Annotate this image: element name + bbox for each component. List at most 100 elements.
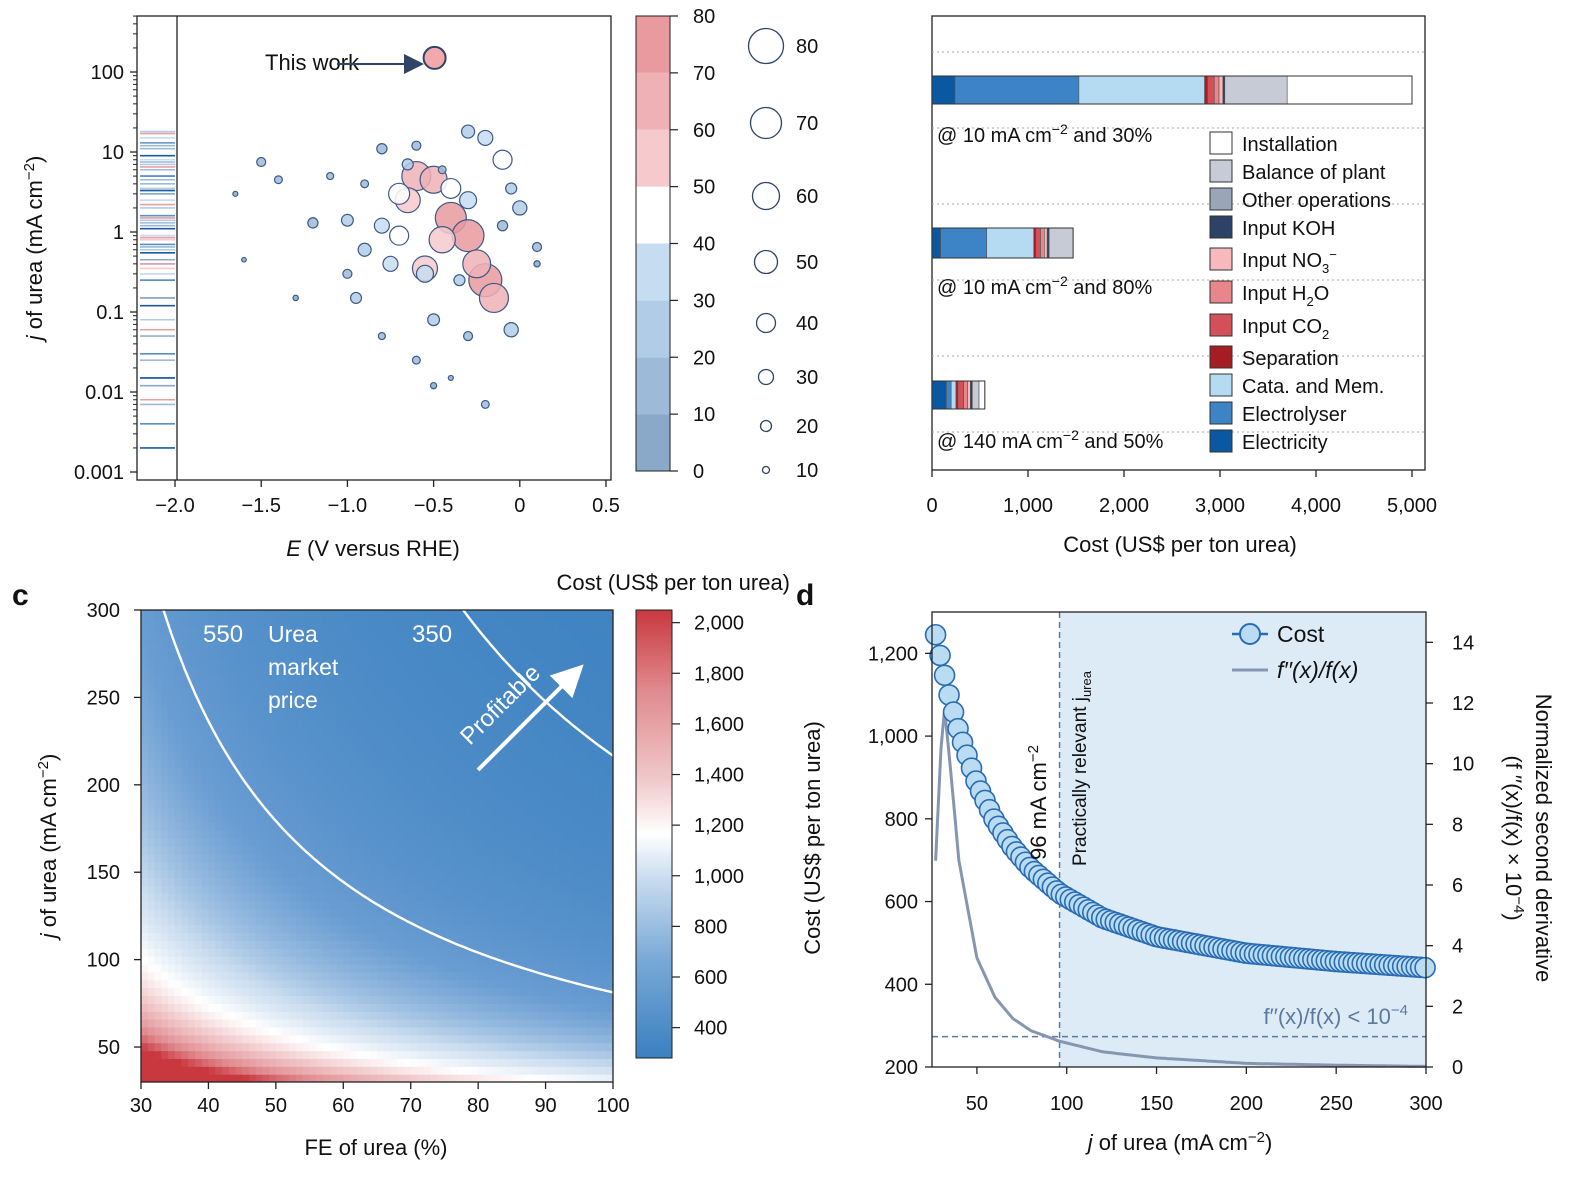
heatmap-cell bbox=[397, 940, 405, 949]
heatmap-cell bbox=[201, 610, 210, 619]
heatmap-cell bbox=[329, 728, 338, 737]
heatmap-cell bbox=[154, 751, 162, 761]
heatmap-cell bbox=[289, 869, 297, 879]
heatmap-cell bbox=[363, 932, 371, 941]
heatmap-cell bbox=[343, 924, 351, 934]
heatmap-cell bbox=[417, 641, 425, 650]
heatmap-cell bbox=[154, 617, 162, 627]
heatmap-cell bbox=[377, 940, 385, 949]
heatmap-cell bbox=[498, 783, 506, 792]
heatmap-cell bbox=[417, 1066, 425, 1075]
heatmap-cell bbox=[356, 1058, 365, 1067]
heatmap-cell bbox=[302, 877, 311, 886]
heatmap-cell bbox=[289, 987, 297, 997]
heatmap-cell bbox=[538, 1074, 547, 1082]
heatmap-cell bbox=[201, 728, 210, 737]
heatmap-cell bbox=[154, 712, 162, 721]
heatmap-cell bbox=[457, 688, 466, 698]
heatmap-cell bbox=[221, 1058, 230, 1067]
heatmap-cell bbox=[316, 956, 324, 965]
heatmap-cell bbox=[356, 877, 365, 886]
heatmap-cell bbox=[430, 720, 439, 729]
heatmap-cell bbox=[377, 893, 385, 902]
heatmap-cell bbox=[316, 625, 324, 635]
heatmap-cell bbox=[498, 838, 506, 847]
heatmap-cell bbox=[484, 775, 493, 784]
heatmap-cell bbox=[430, 869, 439, 879]
heatmap-cell bbox=[208, 869, 216, 879]
heatmap-cell bbox=[167, 1026, 176, 1036]
heatmap-cell bbox=[552, 728, 560, 737]
heatmap-cell bbox=[572, 940, 580, 949]
heatmap-cell bbox=[424, 672, 432, 682]
heatmap-cell bbox=[572, 814, 580, 823]
heatmap-cell bbox=[532, 987, 540, 997]
heatmap-cell bbox=[599, 901, 607, 910]
heatmap-cell bbox=[383, 1066, 392, 1075]
heatmap-cell bbox=[464, 720, 472, 729]
heatmap-cell bbox=[592, 657, 601, 666]
colorbar-segment bbox=[636, 186, 670, 244]
panel-a-x-label: E (V versus RHE) bbox=[286, 536, 460, 561]
heatmap-cell bbox=[248, 672, 257, 682]
heatmap-cell bbox=[559, 798, 567, 808]
heatmap-cell bbox=[309, 610, 317, 619]
heatmap-cell bbox=[572, 720, 580, 729]
heatmap-cell bbox=[167, 665, 176, 674]
heatmap-cell bbox=[417, 1050, 425, 1059]
heatmap-cell bbox=[525, 932, 533, 941]
heatmap-cell bbox=[552, 830, 560, 839]
heatmap-cell bbox=[370, 743, 378, 753]
x-tick-label: 100 bbox=[596, 1095, 629, 1117]
heatmap-cell bbox=[221, 885, 230, 894]
heatmap-cell bbox=[141, 1011, 149, 1020]
heatmap-cell bbox=[262, 822, 270, 831]
heatmap-cell bbox=[242, 1003, 250, 1012]
heatmap-cell bbox=[350, 995, 358, 1004]
heatmap-cell bbox=[262, 830, 270, 839]
heatmap-cell bbox=[565, 916, 574, 926]
heatmap-cell bbox=[579, 901, 587, 910]
heatmap-cell bbox=[343, 610, 351, 619]
heatmap-cell bbox=[505, 641, 513, 650]
heatmap-cell bbox=[194, 1074, 203, 1082]
heatmap-cell bbox=[167, 814, 176, 823]
heatmap-cell bbox=[586, 822, 594, 831]
heatmap-cell bbox=[383, 649, 392, 658]
heatmap-cell bbox=[235, 610, 243, 619]
heatmap-cell bbox=[457, 798, 466, 808]
heatmap-cell bbox=[147, 948, 156, 957]
heatmap-cell bbox=[559, 720, 567, 729]
heatmap-cell bbox=[559, 610, 567, 619]
heatmap-cell bbox=[161, 916, 169, 926]
heatmap-cell bbox=[329, 979, 338, 989]
heatmap-cell bbox=[390, 830, 398, 839]
heatmap-cell bbox=[167, 853, 176, 863]
heatmap-cell bbox=[397, 751, 405, 761]
heatmap-cell bbox=[215, 971, 223, 981]
heatmap-cell bbox=[599, 893, 607, 902]
heatmap-cell bbox=[424, 743, 432, 753]
heatmap-cell bbox=[545, 830, 553, 839]
heatmap-cell bbox=[221, 814, 230, 823]
heatmap-cell bbox=[194, 861, 203, 871]
heatmap-cell bbox=[606, 948, 613, 957]
heatmap-cell bbox=[282, 633, 290, 643]
heatmap-cell bbox=[309, 720, 317, 729]
heatmap-cell bbox=[586, 869, 594, 879]
heatmap-cell bbox=[437, 924, 446, 934]
heatmap-cell bbox=[464, 822, 472, 831]
heatmap-cell bbox=[181, 940, 189, 949]
heatmap-cell bbox=[147, 641, 156, 650]
heatmap-cell bbox=[565, 728, 574, 737]
heatmap-cell bbox=[167, 1003, 176, 1012]
heatmap-cell bbox=[154, 940, 162, 949]
heatmap-cell bbox=[390, 885, 398, 894]
heatmap-cell bbox=[538, 680, 547, 690]
heatmap-cell bbox=[377, 633, 385, 643]
heatmap-cell bbox=[343, 633, 351, 643]
heatmap-cell bbox=[579, 995, 587, 1004]
heatmap-cell bbox=[248, 665, 257, 674]
heatmap-cell bbox=[511, 688, 520, 698]
heatmap-cell bbox=[518, 995, 526, 1004]
